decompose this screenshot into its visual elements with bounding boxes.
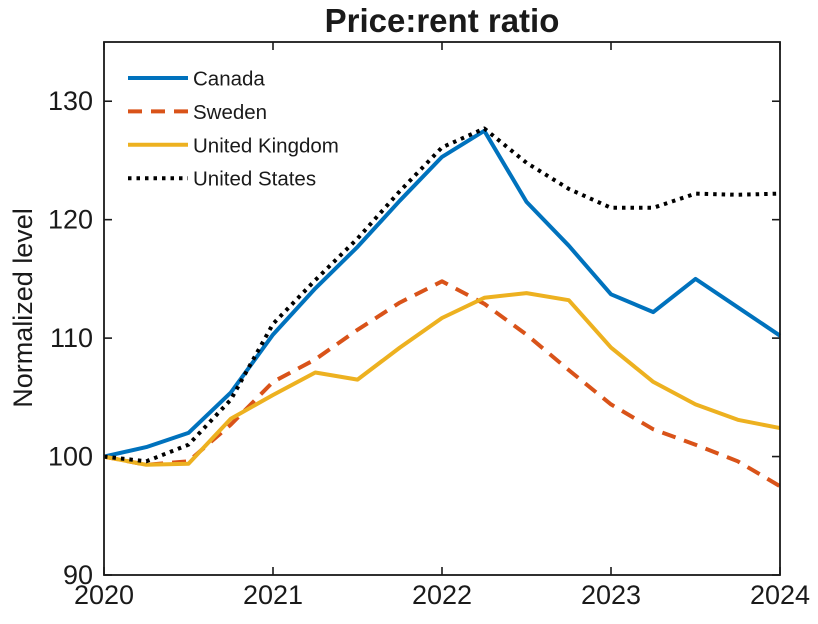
series-line-united-kingdom xyxy=(103,291,781,467)
y-axis-label: Normalized level xyxy=(8,208,38,408)
legend-label-united-states: United States xyxy=(193,168,316,191)
chart-title: Price:rent ratio xyxy=(325,2,560,39)
legend-label-canada: Canada xyxy=(193,68,265,91)
x-tick-label: 2021 xyxy=(243,580,303,610)
legend-label-united-kingdom: United Kingdom xyxy=(193,134,339,157)
y-tick-label: 90 xyxy=(63,560,93,590)
plot-border xyxy=(103,41,781,576)
legend-item-united-kingdom: United Kingdom xyxy=(128,134,339,157)
y-tick-label: 100 xyxy=(48,442,93,472)
y-tick-label: 130 xyxy=(48,86,93,116)
legend-label-sweden: Sweden xyxy=(193,101,267,124)
x-tick-label: 2023 xyxy=(581,580,641,610)
x-tick-label: 2022 xyxy=(412,580,472,610)
series-line-sweden xyxy=(103,279,782,488)
axis-ticks: 2020 2021 2022 2023 2024 90 100 110 120 130 xyxy=(48,42,810,610)
legend-item-united-states: United States xyxy=(128,168,316,191)
y-tick-label: 120 xyxy=(48,205,93,235)
series-line-canada xyxy=(103,128,782,459)
series-line-united-states xyxy=(103,126,781,464)
y-tick-label: 110 xyxy=(50,323,93,353)
data-series xyxy=(103,126,782,488)
legend-item-canada: Canada xyxy=(128,68,265,91)
legend: Canada Sweden United Kingdom United States xyxy=(128,68,339,191)
legend-item-sweden: Sweden xyxy=(128,101,267,124)
x-tick-label: 2024 xyxy=(750,580,810,610)
x-tick-label: 2020 xyxy=(74,580,134,610)
